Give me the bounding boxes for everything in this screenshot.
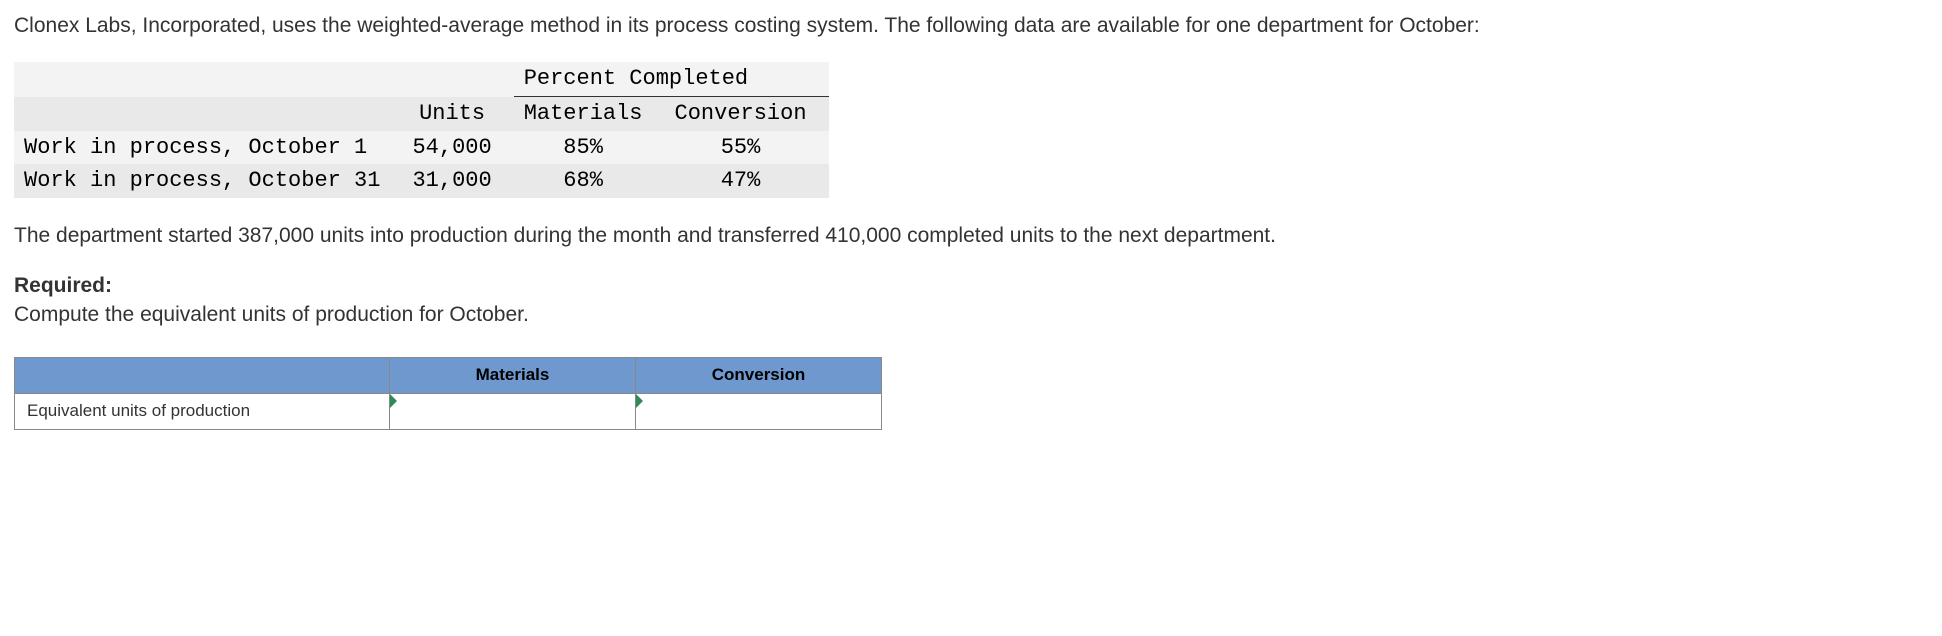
answer-row-label: Equivalent units of production <box>15 394 390 430</box>
col-header-units: Units <box>402 97 513 131</box>
answer-cell-conversion[interactable] <box>636 394 882 430</box>
answer-header-materials: Materials <box>390 358 636 394</box>
answer-header-blank <box>15 358 390 394</box>
page: Clonex Labs, Incorporated, uses the weig… <box>0 0 1942 460</box>
input-indicator-icon <box>636 394 643 408</box>
col-header-conversion: Conversion <box>665 97 829 131</box>
wip-data-table: Percent Completed Units Materials Conver… <box>14 62 829 198</box>
col-header-materials: Materials <box>514 97 665 131</box>
answer-table-header-row: Materials Conversion <box>15 358 882 394</box>
table-row: Work in process, October 1 54,000 85% 55… <box>14 131 829 165</box>
cell-units: 31,000 <box>402 164 513 198</box>
required-block: Required: Compute the equivalent units o… <box>14 272 1928 329</box>
answer-table-row: Equivalent units of production <box>15 394 882 430</box>
input-indicator-icon <box>390 394 397 408</box>
cell-units: 54,000 <box>402 131 513 165</box>
cell-conversion: 55% <box>665 131 829 165</box>
required-label: Required: <box>14 274 112 297</box>
cell-materials: 85% <box>514 131 665 165</box>
table-row: Work in process, October 31 31,000 68% 4… <box>14 164 829 198</box>
row-label: Work in process, October 31 <box>14 164 402 198</box>
intro-paragraph-2: The department started 387,000 units int… <box>14 222 1928 250</box>
intro-paragraph-1: Clonex Labs, Incorporated, uses the weig… <box>14 12 1928 40</box>
required-text: Compute the equivalent units of producti… <box>14 303 529 326</box>
cell-materials: 68% <box>514 164 665 198</box>
col-group-percent-completed: Percent Completed <box>514 62 829 96</box>
table-header-row-2: Units Materials Conversion <box>14 97 829 131</box>
answer-table: Materials Conversion Equivalent units of… <box>14 357 882 430</box>
conversion-input[interactable] <box>636 396 881 428</box>
table-header-row-1: Percent Completed <box>14 62 829 96</box>
cell-conversion: 47% <box>665 164 829 198</box>
row-label: Work in process, October 1 <box>14 131 402 165</box>
answer-cell-materials[interactable] <box>390 394 636 430</box>
materials-input[interactable] <box>390 396 635 428</box>
answer-header-conversion: Conversion <box>636 358 882 394</box>
